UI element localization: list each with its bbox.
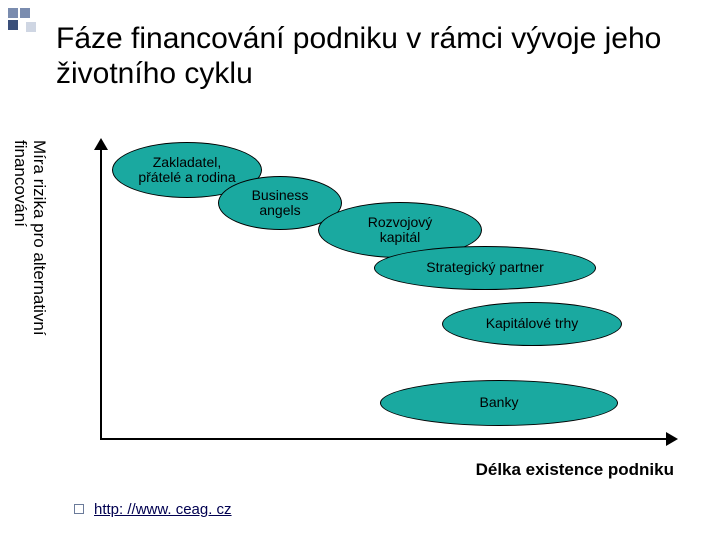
x-axis <box>100 438 674 440</box>
x-axis-label: Délka existence podniku <box>476 460 674 480</box>
deco-square <box>8 20 18 30</box>
page-title: Fáze financování podniku v rámci vývoje … <box>56 22 690 91</box>
deco-square <box>20 8 30 18</box>
source-link[interactable]: http: //www. ceag. cz <box>94 501 232 518</box>
stage-ellipse: Kapitálové trhy <box>442 302 622 346</box>
deco-square <box>26 22 36 32</box>
y-axis-label: Míra rizika pro alternativní financování <box>11 140 48 420</box>
x-axis-arrow <box>666 432 678 446</box>
stage-ellipse: Strategický partner <box>374 246 596 290</box>
y-axis <box>100 140 102 440</box>
deco-square <box>8 8 18 18</box>
lifecycle-diagram: Míra rizika pro alternativní financování… <box>64 140 674 440</box>
bullet-icon <box>74 504 84 514</box>
stage-ellipse: Banky <box>380 380 618 426</box>
